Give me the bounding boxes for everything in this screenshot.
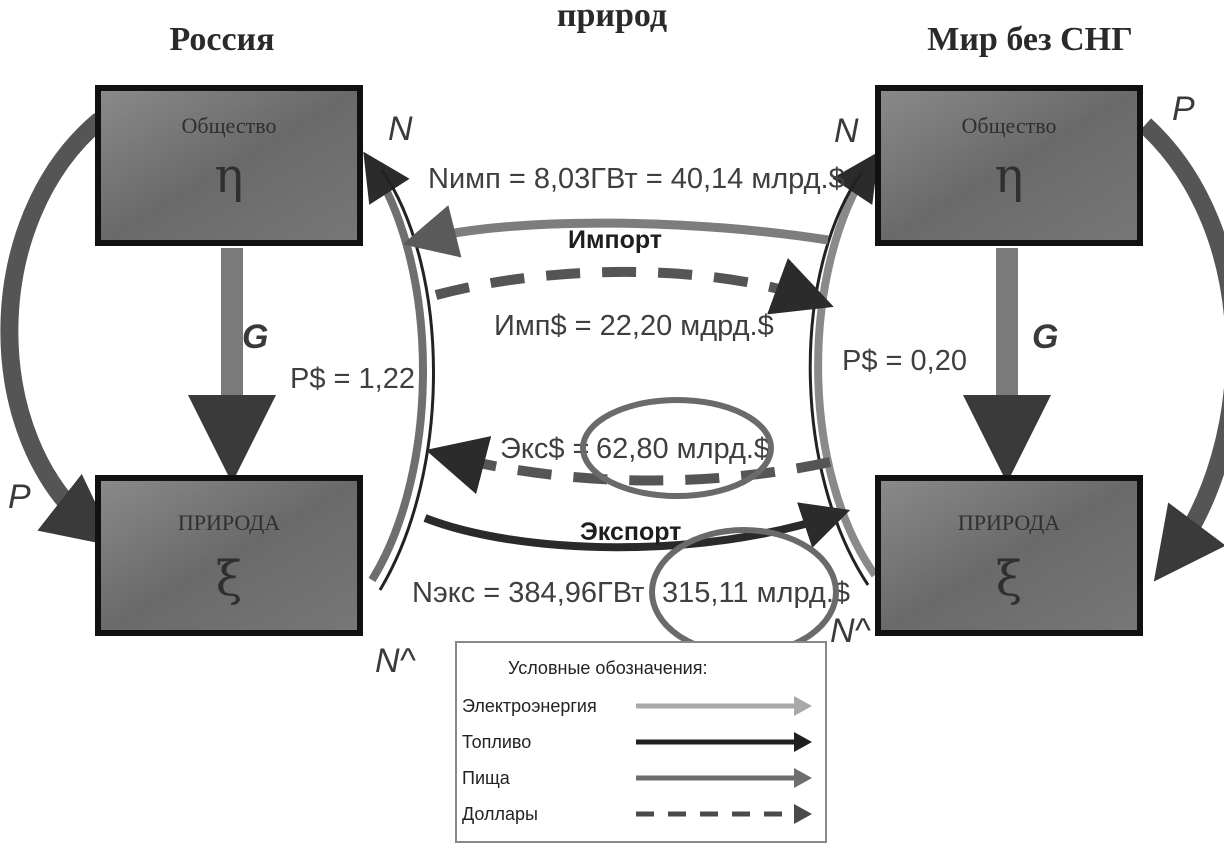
n-export-prefix: Nэкс = 384,96ГВт <box>412 577 644 609</box>
left-nature-label: ПРИРОДА <box>178 510 280 535</box>
clipped-title: природ <box>557 0 667 34</box>
left-n-arc <box>363 151 427 583</box>
right-society-box: Общество η <box>875 85 1143 246</box>
import-arrow <box>402 205 829 258</box>
export-dollars-prefix: Экс$ = <box>500 433 589 465</box>
import-dollars-arrow <box>434 258 834 315</box>
legend-arrowhead-electricity <box>794 696 812 716</box>
left-society-label: Общество <box>182 113 277 138</box>
right-society-label: Общество <box>962 113 1057 138</box>
n-import-text: Nимп = 8,03ГВт = 40,14 млрд.$ <box>428 163 845 195</box>
left-nature-box: ПРИРОДА ξ <box>95 475 363 636</box>
left-n-letter: N <box>388 110 413 148</box>
right-xi-symbol: ξ <box>996 551 1022 607</box>
left-p-arc <box>0 113 117 547</box>
export-dollars-highlight-ring <box>580 397 774 499</box>
left-xi-symbol: ξ <box>216 551 242 607</box>
import-dollars-text: Имп$ = 22,20 мдрд.$ <box>494 310 774 342</box>
left-n-hat-letter: N^ <box>375 642 417 680</box>
export-arrow <box>423 502 851 552</box>
legend-arrowhead-food <box>794 768 812 788</box>
right-g-letter: G <box>1032 318 1058 356</box>
import-label: Импорт <box>568 226 662 254</box>
right-region-title: Мир без СНГ <box>927 21 1133 58</box>
right-n-hat-letter: N^ <box>830 612 872 650</box>
left-society-box: Общество η <box>95 85 363 246</box>
right-n-letter: N <box>834 112 859 150</box>
right-eta-symbol: η <box>995 148 1024 204</box>
right-nature-box: ПРИРОДА ξ <box>875 475 1143 636</box>
export-label: Экспорт <box>580 518 681 546</box>
legend-item-fuel: Топливо <box>462 732 531 752</box>
legend: Условные обозначения: Электроэнергия Топ… <box>455 641 827 843</box>
right-nature-label: ПРИРОДА <box>958 510 1060 535</box>
left-p-dollar: P$ = 1,22 <box>290 363 415 395</box>
legend-item-dollars: Доллары <box>462 804 538 824</box>
legend-arrowhead-fuel <box>794 732 812 752</box>
left-p-letter: P <box>8 478 31 516</box>
export-dollars-value: 62,80 млрд.$ <box>596 433 770 465</box>
right-p-arc <box>1138 118 1224 582</box>
legend-title: Условные обозначения: <box>508 658 707 678</box>
right-p-letter: P <box>1172 90 1195 128</box>
right-p-dollar: P$ = 0,20 <box>842 345 967 377</box>
legend-arrowhead-dollars <box>794 804 812 824</box>
legend-item-food: Пища <box>462 768 511 788</box>
left-g-letter: G <box>242 318 268 356</box>
left-region-title: Россия <box>169 21 274 58</box>
export-dollars-arrow <box>425 436 832 495</box>
n-export-value: 315,11 млрд.$ <box>662 577 850 609</box>
left-eta-symbol: η <box>215 148 244 204</box>
legend-item-electricity: Электроэнергия <box>462 696 597 716</box>
